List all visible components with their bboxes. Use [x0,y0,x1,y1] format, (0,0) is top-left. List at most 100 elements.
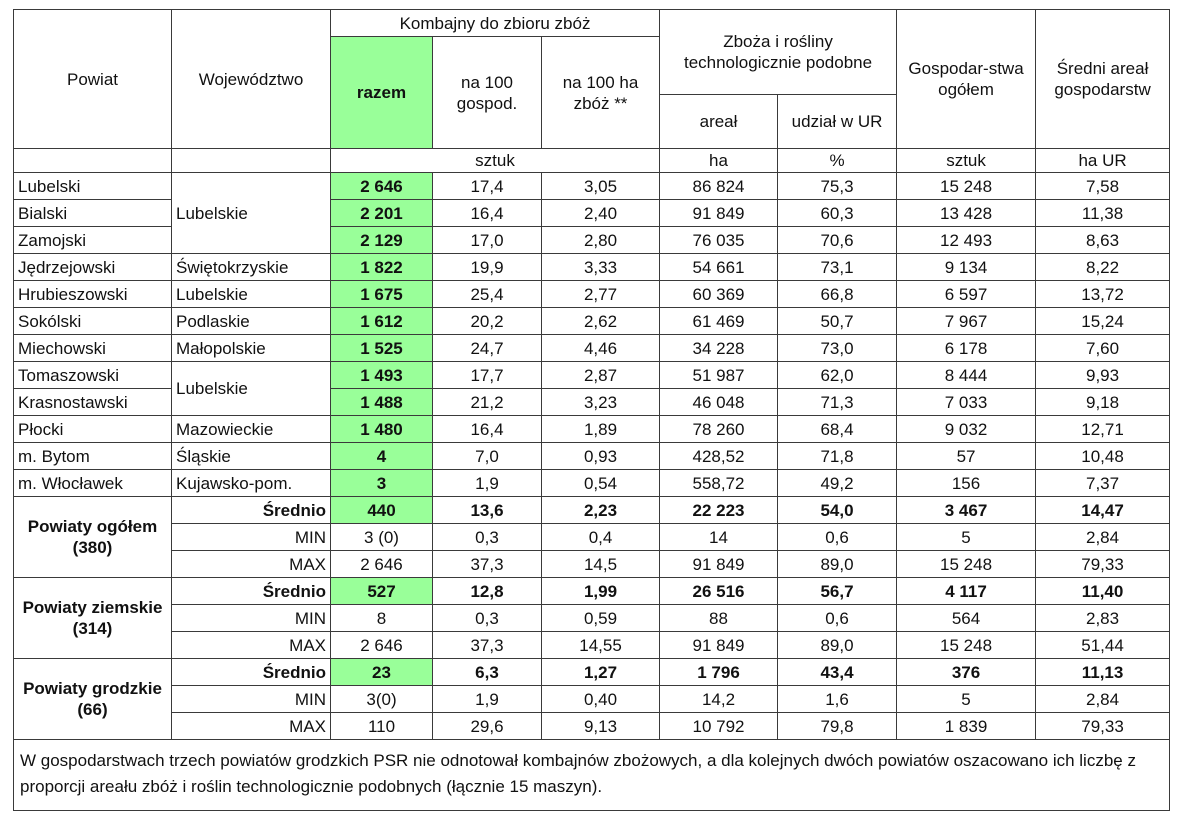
cell-areal: 558,72 [659,469,779,497]
cell-gosp: 6 597 [896,280,1037,308]
cell-udzial: 50,7 [777,307,898,335]
cell-sredni: 9,18 [1035,388,1171,416]
cell-areal: 1 796 [659,658,779,686]
header-areal: areał [659,94,779,149]
header-sredni-areal: Średni areał gospodarstw [1035,9,1171,149]
cell-powiat: Płocki [13,415,172,443]
cell-sredni: 2,83 [1035,604,1171,632]
cell-na100gosp: 29,6 [432,712,542,740]
cell-udzial: 1,6 [777,685,898,713]
cell-razem: 1 525 [330,334,433,362]
cell-powiat: Sokólski [13,307,172,335]
cell-udzial: 60,3 [777,199,898,227]
cell-razem: 1 675 [330,280,433,308]
table-row: Zamojski 2 129 17,0 2,80 76 035 70,6 12 493 8,6… [13,226,1171,254]
cell-razem: 527 [330,577,433,605]
cell-udzial: 56,7 [777,577,898,605]
cell-areal: 88 [659,604,779,632]
cell-udzial: 89,0 [777,631,898,659]
summary-row: Powiaty ogółem (380) Średnio 440 13,6 2,23 22… [13,496,1171,578]
cell-areal: 91 849 [659,199,779,227]
cell-na100ha: 3,05 [540,172,661,200]
cell-gosp: 12 493 [896,226,1037,254]
cell-sredni: 7,60 [1035,334,1171,362]
cell-gosp: 57 [896,442,1037,470]
table-row: Hrubieszowski Lubelskie 1 675 25,4 2,77 60 36… [13,280,1171,308]
header-na100-gospod: na 100 gospod. [432,36,542,149]
cell-razem: 440 [330,496,433,524]
cell-razem: 3 (0) [330,523,433,551]
stat-label: MAX [171,631,331,659]
cell-powiat: Jędrzejowski [13,253,172,281]
summary-row: MAX 2 646 37,3 14,5 91 849 89,0 15 248 79,33 [14,550,1171,578]
cell-areal: 14 [659,523,779,551]
cell-areal: 22 223 [659,496,779,524]
header-na100-ha: na 100 ha zbóż ** [540,36,661,149]
cell-sredni: 15,24 [1035,307,1171,335]
cell-areal: 46 048 [659,388,779,416]
cell-na100gosp: 17,7 [432,361,542,389]
cell-na100gosp: 25,4 [432,280,542,308]
cell-areal: 60 369 [659,280,779,308]
cell-na100gosp: 13,6 [432,496,542,524]
cell-sredni: 11,13 [1035,658,1171,686]
cell-powiat: Krasnostawski [13,388,172,416]
cell-powiat: Hrubieszowski [13,280,172,308]
header-zboza-group: Zboża i rośliny technologicznie podobne [659,9,898,95]
cell-wojewodztwo: Podlaskie [171,307,331,335]
cell-udzial: 43,4 [777,658,898,686]
cell-areal: 86 824 [659,172,779,200]
cell-gosp: 564 [896,604,1037,632]
cell-na100gosp: 1,9 [432,685,542,713]
cell-sredni: 79,33 [1035,712,1171,740]
summary-row: MIN 3 (0) 0,3 0,4 14 0,6 5 2,84 [14,523,1171,551]
cell-na100ha: 2,77 [540,280,661,308]
group-label: Powiaty ziemskie (314) [13,577,172,659]
unit-udzial: % [777,148,898,173]
cell-wojewodztwo: Świętokrzyskie [171,253,331,281]
header-gospodarstwa: Gospodar-stwa ogółem [896,9,1037,149]
cell-razem: 2 646 [330,550,433,578]
table-row: Tomaszowski Lubelskie 1 493 17,7 2,87 51 987 6… [13,361,1171,416]
cell-na100ha: 4,46 [540,334,661,362]
cell-na100ha: 3,33 [540,253,661,281]
cell-na100ha: 0,54 [540,469,661,497]
summary-row: Powiaty grodzkie (66) Średnio 23 6,3 1,27 1 7… [13,658,1171,740]
table-row: Bialski 2 201 16,4 2,40 91 849 60,3 13 428 11,3… [13,199,1171,227]
table-row: Lubelski Lubelskie 2 646 17,4 3,05 86 824 75,3… [13,172,1171,254]
cell-udzial: 70,6 [777,226,898,254]
cell-areal: 54 661 [659,253,779,281]
cell-na100gosp: 17,0 [432,226,542,254]
table-row: m. Włocławek Kujawsko-pom. 3 1,9 0,54 558,72 4… [13,469,1171,497]
cell-sredni: 9,93 [1035,361,1171,389]
cell-sredni: 2,84 [1035,523,1171,551]
cell-na100ha: 2,62 [540,307,661,335]
cell-na100ha: 2,80 [540,226,661,254]
group-label: Powiaty grodzkie (66) [13,658,172,740]
cell-udzial: 71,8 [777,442,898,470]
cell-sredni: 11,38 [1035,199,1171,227]
cell-udzial: 0,6 [777,604,898,632]
cell-razem: 2 201 [330,199,433,227]
cell-udzial: 49,2 [777,469,898,497]
cell-udzial: 79,8 [777,712,898,740]
cell-gosp: 15 248 [896,550,1037,578]
cell-na100ha: 1,27 [540,658,661,686]
cell-sredni: 13,72 [1035,280,1171,308]
cell-razem: 2 129 [330,226,433,254]
cell-sredni: 7,37 [1035,469,1171,497]
cell-sredni: 8,63 [1035,226,1171,254]
footnote: W gospodarstwach trzech powiatów grodzki… [12,739,1171,811]
cell-gosp: 376 [896,658,1037,686]
cell-na100gosp: 7,0 [432,442,542,470]
cell-razem: 3(0) [330,685,433,713]
cell-wojewodztwo: Kujawsko-pom. [171,469,331,497]
stat-label: Średnio [171,658,331,686]
cell-areal: 91 849 [659,631,779,659]
cell-razem: 110 [330,712,433,740]
cell-razem: 1 822 [330,253,433,281]
cell-na100gosp: 0,3 [432,604,542,632]
cell-wojewodztwo: Lubelskie [171,172,331,254]
unit-areal: ha [659,148,779,173]
cell-udzial: 66,8 [777,280,898,308]
